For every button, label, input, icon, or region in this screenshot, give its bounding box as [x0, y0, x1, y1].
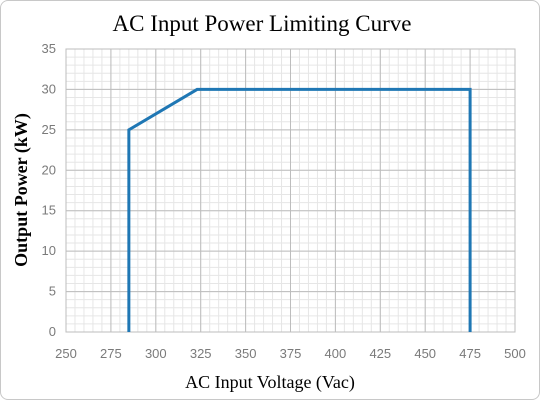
- x-tick-labels: 250 275 300 325 350 375 400 425 450 475 500: [55, 346, 526, 361]
- x-tick-label: 275: [100, 346, 122, 361]
- x-tick-label: 425: [369, 346, 391, 361]
- y-tick-label: 15: [42, 203, 56, 218]
- x-tick-label: 350: [235, 346, 257, 361]
- y-tick-labels: 0 5 10 15 20 25 30 35: [42, 41, 56, 339]
- x-tick-label: 300: [145, 346, 167, 361]
- x-tick-label: 375: [280, 346, 302, 361]
- series-layer: [127, 87, 472, 333]
- y-axis-label: Output Power (kW): [11, 113, 32, 267]
- x-tick-label: 400: [325, 346, 347, 361]
- y-tick-label: 10: [42, 243, 56, 258]
- y-tick-label: 0: [49, 324, 56, 339]
- x-axis-label: AC Input Voltage (Vac): [185, 372, 355, 393]
- chart-title: AC Input Power Limiting Curve: [113, 11, 412, 36]
- plot-area-border: [65, 48, 516, 333]
- y-tick-label: 30: [42, 81, 56, 96]
- y-tick-label: 25: [42, 122, 56, 137]
- x-tick-label: 250: [55, 346, 77, 361]
- y-tick-label: 35: [42, 41, 56, 56]
- x-tick-label: 450: [414, 346, 436, 361]
- y-tick-label: 20: [42, 162, 56, 177]
- x-tick-label: 325: [190, 346, 212, 361]
- x-tick-label: 475: [459, 346, 481, 361]
- major-gridlines: [65, 48, 516, 333]
- x-tick-label: 500: [504, 346, 526, 361]
- y-tick-label: 5: [49, 284, 56, 299]
